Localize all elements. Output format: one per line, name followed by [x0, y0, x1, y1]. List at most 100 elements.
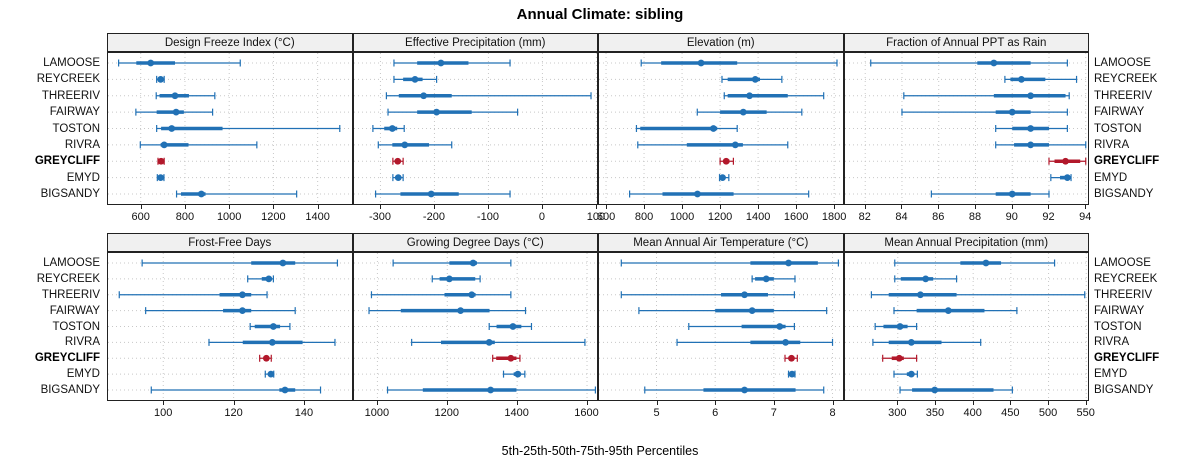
axis-tick-label: 100 — [154, 407, 173, 419]
axis-tick-label: 1400 — [745, 211, 771, 223]
percentile-interval — [141, 259, 339, 267]
panel-strip-title: Effective Precipitation (mm) — [352, 33, 598, 52]
axis-tick — [140, 205, 142, 209]
median-dot — [157, 174, 165, 182]
median-dot — [921, 275, 929, 283]
site-label-left: LAMOOSE — [43, 57, 100, 69]
percentile-interval — [696, 108, 803, 116]
percentile-interval — [259, 354, 272, 362]
median-dot — [400, 141, 408, 149]
median-dot — [776, 323, 784, 330]
site-label-right: RIVRA — [1094, 336, 1130, 349]
axis-tick-label: 1200 — [261, 211, 286, 223]
axis-tick — [233, 401, 235, 405]
percentile-interval — [392, 259, 511, 267]
site-label-right: TOSTON — [1094, 122, 1142, 135]
site-label-left: FAIRWAY — [49, 106, 100, 119]
panel-canvas — [844, 53, 1088, 204]
median-dot — [168, 125, 176, 132]
median-dot — [262, 354, 270, 362]
axis-tick-label: 350 — [925, 407, 945, 419]
percentile-interval — [367, 307, 526, 315]
axis-tick-label: 5 — [653, 407, 660, 419]
axis-tick — [229, 205, 231, 209]
median-dot — [239, 291, 246, 299]
site-label-right: THREERIV — [1094, 89, 1153, 102]
percentile-interval — [385, 92, 592, 100]
percentile-interval — [155, 92, 216, 100]
axis-tick — [487, 205, 489, 209]
percentile-interval — [637, 141, 789, 149]
percentile-interval — [638, 307, 828, 315]
percentile-interval — [787, 370, 796, 378]
median-dot — [739, 108, 747, 116]
median-dot — [197, 190, 205, 198]
site-label-right: THREERIV — [1094, 288, 1153, 301]
percentile-interval — [139, 141, 258, 149]
percentile-interval — [391, 174, 404, 182]
axis-tick-label: 800 — [175, 211, 195, 223]
percentile-interval — [900, 108, 1068, 116]
percentile-interval — [635, 125, 738, 132]
axis-tick — [1048, 401, 1050, 405]
percentile-interval — [118, 59, 241, 67]
percentile-interval — [870, 291, 1085, 299]
axis-tick-label: 0 — [538, 211, 545, 223]
site-label-left: BIGSANDY — [40, 188, 100, 200]
site-label-left: THREERIV — [41, 89, 100, 102]
axis-tick-label: 140 — [294, 407, 314, 419]
axis-tick-label: 82 — [858, 211, 871, 223]
median-dot — [265, 275, 273, 283]
percentile-interval — [386, 108, 518, 116]
percentile-interval — [620, 291, 795, 299]
percentile-interval — [118, 291, 268, 299]
median-dot — [1008, 190, 1016, 198]
site-label-right: GREYCLIFF — [1094, 352, 1160, 365]
axis-tick-label: 1800 — [821, 211, 847, 223]
median-dot — [907, 370, 915, 378]
median-dot — [788, 370, 796, 378]
site-label-right: FAIRWAY — [1094, 304, 1145, 317]
axis-tick-label: 86 — [932, 211, 945, 223]
percentile-interval — [150, 386, 322, 394]
median-dot — [762, 275, 770, 283]
percentile-interval — [371, 125, 405, 132]
median-dot — [513, 370, 521, 378]
median-dot — [731, 141, 739, 149]
percentile-interval — [620, 259, 839, 267]
percentile-interval — [893, 259, 1055, 267]
median-dot — [411, 75, 418, 83]
percentile-interval — [640, 59, 838, 67]
percentile-interval — [994, 125, 1068, 132]
percentile-interval — [502, 370, 525, 378]
axis-tick-label: 500 — [1038, 407, 1058, 419]
axis-tick — [834, 205, 836, 209]
median-dot — [694, 190, 701, 198]
median-dot — [751, 75, 759, 83]
panel-plot — [598, 252, 844, 401]
axis-tick — [1085, 205, 1087, 209]
percentile-interval — [392, 59, 511, 67]
median-dot — [741, 291, 748, 299]
median-dot — [393, 157, 401, 165]
panel-plot — [598, 52, 844, 205]
panel-canvas — [844, 253, 1088, 400]
axis-tick — [1048, 205, 1050, 209]
percentile-interval — [676, 338, 834, 346]
median-dot — [427, 190, 435, 198]
median-dot — [710, 125, 717, 132]
median-dot — [419, 92, 427, 100]
median-dot — [785, 259, 792, 267]
percentile-interval — [1049, 174, 1072, 182]
median-dot — [445, 275, 453, 283]
median-dot — [722, 157, 730, 165]
axis-tick-label: 600 — [131, 211, 150, 223]
median-dot — [388, 125, 396, 132]
median-dot — [394, 174, 402, 182]
percentile-interval — [156, 75, 165, 83]
axis-tick-label: 120 — [224, 407, 243, 419]
percentile-interval — [391, 157, 404, 165]
site-label-right: RIVRA — [1094, 138, 1130, 151]
axis-tick-label: 1000 — [364, 407, 390, 419]
